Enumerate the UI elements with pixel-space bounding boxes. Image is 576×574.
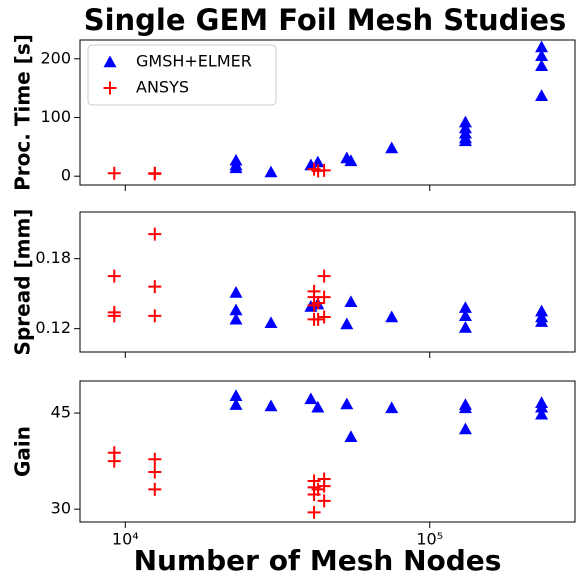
- plus-marker: [311, 482, 325, 496]
- plot-frame: [79, 39, 576, 186]
- triangle-marker: [535, 49, 549, 62]
- plus-marker: [148, 452, 162, 466]
- plus-marker: [148, 280, 162, 294]
- triangle-marker: [344, 295, 358, 308]
- plus-marker: [317, 269, 331, 283]
- triangle-marker: [344, 430, 358, 442]
- plus-marker: [107, 269, 121, 283]
- x-axis-label: Number of Mesh Nodes: [134, 544, 502, 574]
- plot-frame: [79, 380, 576, 523]
- triangle-marker: [458, 422, 472, 435]
- triangle-marker: [458, 115, 472, 128]
- triangle-marker: [264, 316, 278, 329]
- triangle-marker: [458, 309, 472, 322]
- triangle-marker: [535, 59, 549, 72]
- triangle-marker: [229, 303, 243, 316]
- triangle-marker: [458, 301, 472, 313]
- plus-marker: [317, 479, 331, 493]
- plus-marker: [107, 166, 121, 180]
- y-axis-label: Gain: [11, 426, 35, 477]
- triangle-marker: [229, 286, 243, 298]
- triangle-marker: [535, 407, 549, 420]
- triangle-marker: [458, 134, 472, 147]
- triangle-marker: [304, 392, 318, 405]
- triangle-marker: [264, 165, 278, 178]
- y-tick-label: 45: [51, 403, 71, 422]
- triangle-marker: [458, 401, 472, 414]
- triangle-marker: [264, 399, 278, 412]
- triangle-marker: [535, 400, 549, 413]
- triangle-marker: [229, 161, 243, 174]
- plus-marker: [317, 494, 331, 508]
- legend-box: [87, 44, 277, 106]
- y-tick-label: 0.12: [35, 318, 71, 337]
- triangle-marker: [385, 310, 399, 323]
- plus-marker: [148, 227, 162, 241]
- y-axis-label: Proc. Time [s]: [11, 34, 35, 191]
- plus-marker: [311, 312, 325, 326]
- triangle-marker: [340, 317, 354, 330]
- plus-marker: [317, 163, 331, 177]
- y-tick-label: 100: [40, 107, 71, 126]
- triangle-marker: [535, 315, 549, 327]
- plus-marker: [307, 505, 321, 519]
- plus-marker: [148, 167, 162, 181]
- plus-marker: [317, 310, 331, 324]
- triangle-marker: [229, 389, 243, 401]
- x-tick-label: 10⁵: [416, 530, 443, 549]
- plus-marker: [317, 290, 331, 304]
- plus-marker: [311, 296, 325, 310]
- triangle-marker: [344, 154, 358, 167]
- triangle-marker: [229, 398, 243, 410]
- legend-marker: [103, 81, 117, 95]
- chart-title: Single GEM Foil Mesh Studies: [84, 3, 567, 37]
- plus-marker: [148, 465, 162, 479]
- y-tick-label: 0.18: [35, 248, 71, 267]
- triangle-marker: [535, 89, 549, 101]
- plus-marker: [148, 482, 162, 496]
- legend-label: GMSH+ELMER: [136, 52, 252, 71]
- triangle-marker: [385, 141, 399, 154]
- legend-marker: [103, 55, 117, 68]
- triangle-marker: [535, 40, 549, 53]
- triangle-marker: [340, 397, 354, 410]
- plus-marker: [148, 309, 162, 323]
- y-tick-label: 0: [61, 166, 71, 185]
- triangle-marker: [229, 312, 243, 325]
- plot-frame: [79, 211, 576, 353]
- plus-marker: [107, 454, 121, 468]
- legend-label: ANSYS: [136, 78, 189, 97]
- y-tick-label: 200: [40, 48, 71, 67]
- triangle-marker: [458, 321, 472, 333]
- y-tick-label: 30: [51, 499, 71, 518]
- plus-marker: [107, 309, 121, 323]
- x-tick-label: 10⁴: [112, 530, 139, 549]
- y-axis-label: Spread [mm]: [11, 209, 35, 356]
- triangle-marker: [311, 400, 325, 413]
- triangle-marker: [385, 401, 399, 414]
